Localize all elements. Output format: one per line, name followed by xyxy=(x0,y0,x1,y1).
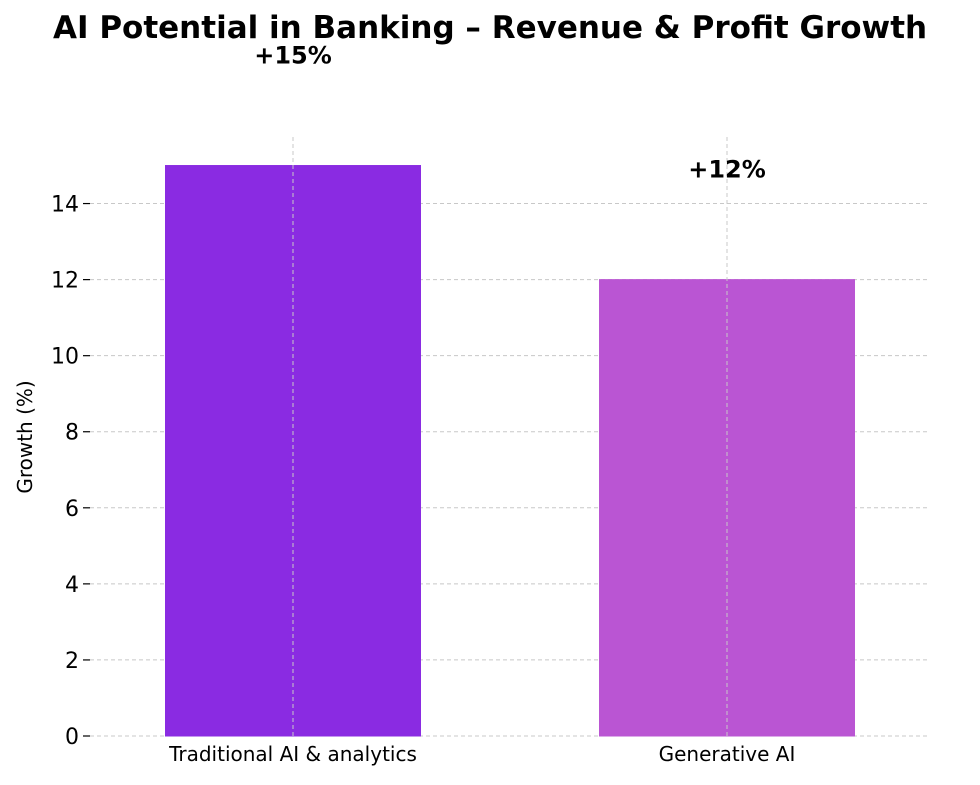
y-tick-label: 6 xyxy=(65,497,79,522)
y-axis-label: Growth (%) xyxy=(13,380,37,493)
y-tick-label: 12 xyxy=(51,269,79,294)
y-tick-label: 10 xyxy=(51,345,79,370)
y-tick-label: 2 xyxy=(65,649,79,674)
y-tick-label: 0 xyxy=(65,725,79,750)
x-tick-label: Traditional AI & analytics xyxy=(168,742,417,766)
bar xyxy=(165,165,421,737)
data-label: +15% xyxy=(254,42,332,70)
data-label: +12% xyxy=(688,156,766,184)
label-layer: +15% +12% xyxy=(254,42,766,184)
tick-layer: 0 2 4 6 8 10 12 14 Traditional AI & analytics Gen… xyxy=(51,193,795,766)
x-tick-label: Generative AI xyxy=(659,742,796,766)
chart-title: AI Potential in Banking – Revenue & Prof… xyxy=(53,10,928,46)
bar-layer xyxy=(165,165,855,737)
y-tick-label: 14 xyxy=(51,193,79,218)
x-grid-layer xyxy=(292,137,728,736)
y-tick-label: 4 xyxy=(65,573,79,598)
y-tick-label: 8 xyxy=(65,421,79,446)
